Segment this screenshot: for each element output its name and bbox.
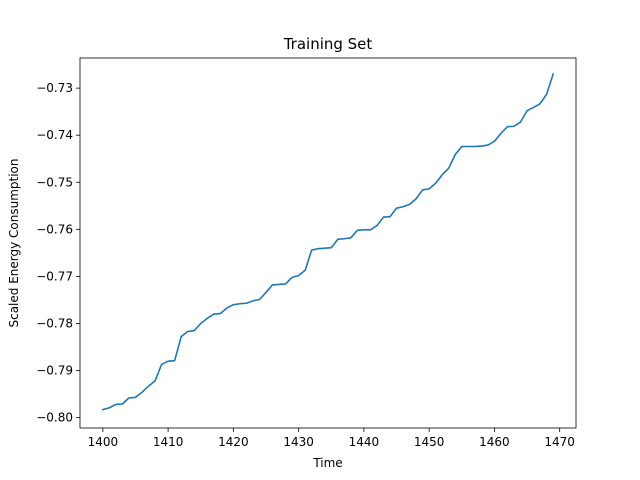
x-tick-label: 1470 <box>544 435 575 449</box>
x-tick-label: 1460 <box>479 435 510 449</box>
plot-frame <box>79 57 577 429</box>
x-tick-label: 1410 <box>153 435 184 449</box>
y-tick-label: −0.74 <box>36 128 73 142</box>
y-axis-label: Scaled Energy Consumption <box>7 158 21 327</box>
x-axis-ticks: 1400 1410 1420 1430 1440 1450 1460 1470 <box>88 428 575 449</box>
x-tick-label: 1400 <box>88 435 119 449</box>
x-tick-label: 1430 <box>283 435 314 449</box>
series-layer <box>101 73 555 411</box>
y-tick-label: −0.73 <box>36 81 73 95</box>
y-tick-label: −0.79 <box>36 364 73 378</box>
y-axis-ticks: −0.80 −0.79 −0.78 −0.77 −0.76 −0.75 −0.74 −0.73 <box>36 81 80 425</box>
y-tick-label: −0.75 <box>36 175 73 189</box>
y-tick-label: −0.80 <box>36 411 73 425</box>
chart-title: Training Set <box>283 35 373 53</box>
y-tick-label: −0.78 <box>36 316 73 330</box>
x-axis-label: Time <box>312 456 342 470</box>
x-tick-label: 1420 <box>218 435 249 449</box>
y-tick-label: −0.77 <box>36 269 73 283</box>
x-tick-label: 1440 <box>349 435 380 449</box>
x-tick-label: 1450 <box>414 435 445 449</box>
plot-area <box>80 58 576 428</box>
series-line-0 <box>101 73 555 411</box>
y-tick-label: −0.76 <box>36 222 73 236</box>
